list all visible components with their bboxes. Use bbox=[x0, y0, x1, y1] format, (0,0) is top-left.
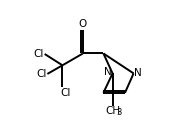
Text: CH: CH bbox=[105, 106, 120, 116]
Text: N: N bbox=[104, 67, 112, 77]
Text: Cl: Cl bbox=[60, 88, 71, 98]
Text: O: O bbox=[79, 19, 87, 29]
Text: 3: 3 bbox=[116, 108, 121, 117]
Text: Cl: Cl bbox=[33, 49, 44, 59]
Text: N: N bbox=[134, 68, 142, 78]
Text: Cl: Cl bbox=[36, 69, 46, 79]
